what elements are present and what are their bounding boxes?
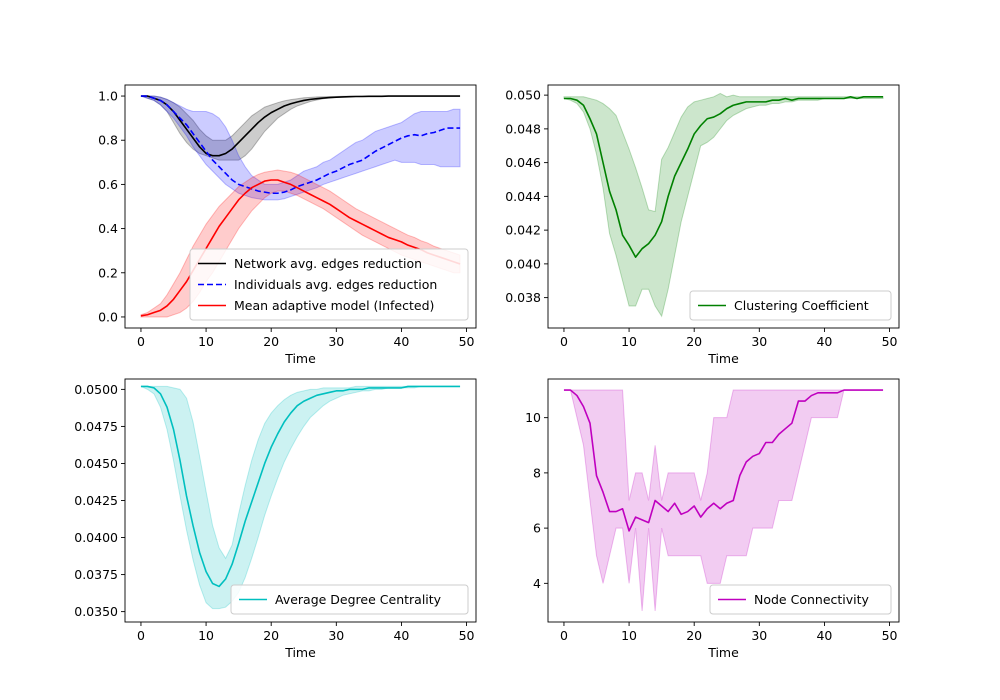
- y-tick-label: 0.046: [505, 155, 541, 170]
- y-tick-label: 4: [533, 576, 541, 591]
- y-tick-label: 0.044: [505, 189, 541, 204]
- y-tick-label: 8: [533, 465, 541, 480]
- y-tick-label: 0.2: [98, 265, 118, 280]
- x-tick-label: 10: [621, 334, 637, 349]
- x-tick-label: 0: [560, 628, 568, 643]
- y-tick-label: 6: [533, 521, 541, 536]
- band-top-left-series-1: [140, 95, 461, 201]
- y-tick-label: 0.038: [505, 290, 541, 305]
- y-tick-label: 0.4: [98, 221, 118, 236]
- axes-frame-bottom-right: [547, 378, 900, 623]
- y-tick-label: 0.0500: [74, 382, 118, 397]
- line-bottom-left-series-0: [140, 385, 461, 588]
- legend-label: Node Connectivity: [754, 592, 870, 607]
- axes-frame-top-right: [547, 84, 900, 329]
- x-tick-label: 20: [263, 628, 279, 643]
- chart-bottom-right: 0 10 20 30 40 50 4 6 8 10 Time Node Connectivity: [525, 378, 900, 660]
- x-tick-label: 30: [328, 628, 344, 643]
- x-tick-label: 50: [459, 334, 475, 349]
- legend-box: [689, 290, 892, 321]
- y-tick-label: 0.0375: [74, 567, 118, 582]
- x-tick-label: 50: [882, 628, 898, 643]
- y-tick-label: 0.0350: [74, 604, 118, 619]
- x-tick-label: 40: [393, 628, 409, 643]
- legend-label: Average Degree Centrality: [275, 592, 442, 607]
- legend-label: Mean adaptive model (Infected): [234, 298, 434, 313]
- y-tick-label: 0.0450: [74, 456, 118, 471]
- x-axis-label: Time: [707, 645, 739, 660]
- chart-top-right: 0 10 20 30 40 50 0.038 0.040 0.042 0.044 0.046 0.04…: [505, 84, 900, 366]
- y-tick-label: 0.042: [505, 223, 541, 238]
- y-tick-label: 0.0425: [74, 493, 118, 508]
- x-tick-label: 50: [459, 628, 475, 643]
- band-bottom-right-series-0: [563, 389, 884, 611]
- y-tick-label: 0.6: [98, 177, 118, 192]
- y-tick-label: 0.0: [98, 309, 118, 324]
- y-tick-label: 0.040: [505, 256, 541, 271]
- legend-bottom-right: Node Connectivity: [709, 584, 892, 615]
- line-top-right-series-0: [563, 96, 884, 258]
- y-tick-label: 1.0: [98, 89, 118, 104]
- legend-top-left: Network avg. edges reduction Individuals …: [189, 248, 469, 321]
- x-tick-label: 40: [816, 334, 832, 349]
- chart-top-left: 0 10 20 30 40 50 0.0 0.2 0.4 0.6 0.8 1.0 Time Network…: [98, 84, 477, 366]
- axes-frame-top-left: [124, 84, 477, 329]
- x-tick-label: 30: [751, 334, 767, 349]
- line-top-left-series-0: [140, 95, 461, 157]
- x-tick-label: 0: [137, 334, 145, 349]
- legend-label: Individuals avg. edges reduction: [234, 277, 437, 292]
- legend-label: Clustering Coefficient: [734, 298, 869, 313]
- legend-label: Network avg. edges reduction: [234, 256, 422, 271]
- legend-box: [189, 248, 469, 321]
- band-bottom-left-series-0: [140, 385, 461, 610]
- x-tick-label: 20: [686, 628, 702, 643]
- x-tick-label: 30: [328, 334, 344, 349]
- x-tick-label: 0: [137, 628, 145, 643]
- x-axis-label: Time: [284, 645, 316, 660]
- x-tick-label: 50: [882, 334, 898, 349]
- x-tick-label: 40: [393, 334, 409, 349]
- legend-top-right: Clustering Coefficient: [689, 290, 892, 321]
- legend-box: [230, 584, 469, 615]
- y-tick-label: 0.050: [505, 88, 541, 103]
- band-top-right-series-0: [563, 92, 884, 318]
- x-axis-label: Time: [284, 351, 316, 366]
- x-tick-label: 30: [751, 628, 767, 643]
- x-tick-label: 20: [686, 334, 702, 349]
- line-top-left-series-1: [140, 95, 461, 195]
- y-tick-label: 0.8: [98, 133, 118, 148]
- y-tick-label: 0.0475: [74, 419, 118, 434]
- x-tick-label: 0: [560, 334, 568, 349]
- legend-bottom-left: Average Degree Centrality: [230, 584, 469, 615]
- chart-bottom-left: 0 10 20 30 40 50 0.0350 0.0375 0.0400 0.0425 0.045…: [74, 378, 477, 660]
- x-tick-label: 10: [198, 334, 214, 349]
- x-axis-label: Time: [707, 351, 739, 366]
- legend-box: [709, 584, 892, 615]
- y-tick-label: 0.0400: [74, 530, 118, 545]
- band-top-left-series-0: [140, 95, 461, 161]
- x-tick-label: 10: [621, 628, 637, 643]
- y-tick-label: 0.048: [505, 121, 541, 136]
- line-bottom-right-series-0: [563, 389, 884, 532]
- x-tick-label: 10: [198, 628, 214, 643]
- x-tick-label: 40: [816, 628, 832, 643]
- x-tick-label: 20: [263, 334, 279, 349]
- y-tick-label: 10: [525, 410, 541, 425]
